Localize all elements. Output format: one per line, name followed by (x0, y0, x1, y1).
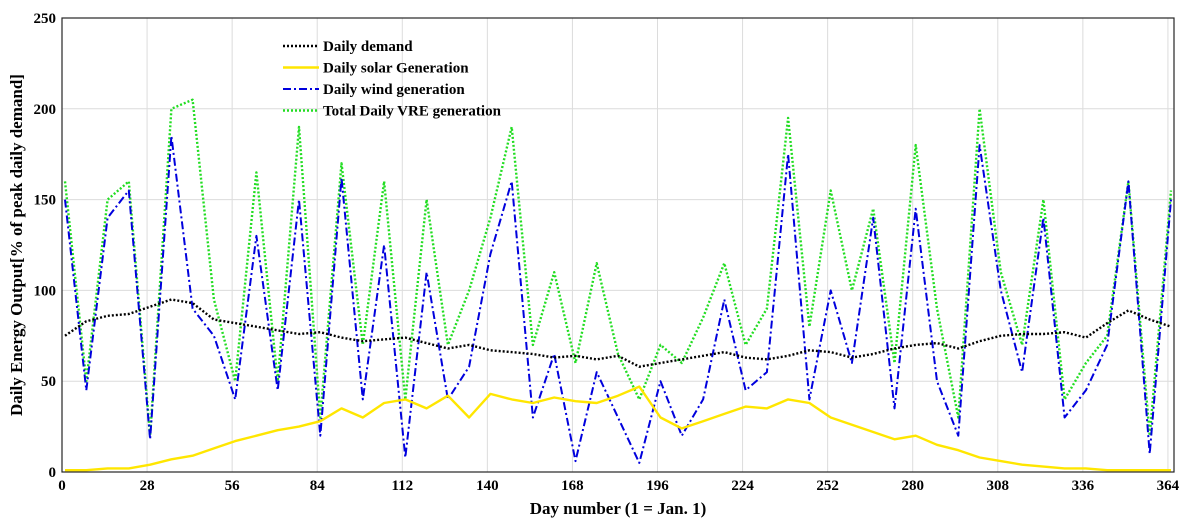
y-tick-label: 0 (49, 465, 57, 481)
tick-labels: 0 28 56 84 112 140 168 196 224 252 280 308 336 364 0 50… (34, 11, 1180, 494)
legend-label: Total Daily VRE generation (323, 104, 502, 120)
x-tick-label: 28 (140, 478, 155, 494)
x-tick-label: 252 (816, 478, 839, 494)
y-tick-label: 200 (34, 102, 57, 118)
x-tick-label: 308 (987, 478, 1010, 494)
legend-label: Daily demand (323, 39, 413, 55)
x-tick-label: 0 (58, 478, 66, 494)
x-axis-title: Day number (1 = Jan. 1) (530, 499, 707, 518)
legend-label: Daily solar Generation (323, 61, 469, 77)
y-tick-label: 250 (34, 11, 57, 27)
x-tick-label: 56 (225, 478, 241, 494)
series-line-daily-solar-generation (65, 385, 1171, 472)
y-tick-label: 50 (41, 374, 56, 390)
x-tick-label: 196 (646, 478, 669, 494)
series-line-daily-wind-generation (64, 135, 1172, 464)
grid (61, 17, 1174, 473)
legend: Daily demand Daily solar Generation Daily … (283, 39, 502, 120)
x-tick-label: 336 (1072, 478, 1095, 494)
series-line-total-daily-vre-generation (63, 98, 1173, 437)
y-axis-title: Daily Energy Output[% of peak daily dema… (7, 74, 26, 416)
series-line-daily-demand (64, 298, 1172, 368)
series-lines (63, 98, 1173, 472)
x-tick-label: 112 (391, 478, 413, 494)
x-tick-label: 140 (476, 478, 499, 494)
plot-frame (61, 17, 1175, 473)
x-tick-label: 280 (901, 478, 924, 494)
legend-label: Daily wind generation (323, 82, 465, 98)
y-tick-label: 150 (34, 193, 57, 209)
x-tick-label: 168 (561, 478, 584, 494)
x-tick-label: 84 (310, 478, 326, 494)
x-tick-label: 364 (1157, 478, 1180, 494)
y-tick-label: 100 (34, 283, 57, 299)
x-tick-label: 224 (731, 478, 754, 494)
